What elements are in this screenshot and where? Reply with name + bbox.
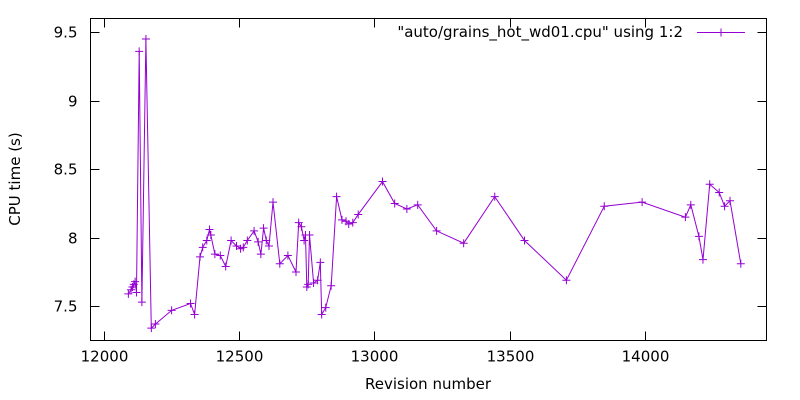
data-point-marker [135,47,144,56]
data-point-marker [239,243,248,252]
data-point-marker [137,298,146,307]
plot-frame [90,18,767,341]
data-point-marker [348,218,357,227]
data-point-marker [694,232,703,241]
data-point-marker [196,252,205,261]
data-point-marker [715,188,724,197]
y-tick-label: 8.5 [54,161,78,179]
series-line [127,39,742,330]
data-point-marker [354,210,363,219]
x-tick-label: 12500 [216,348,264,366]
y-axis-title: CPU time (s) [6,132,24,225]
data-point-marker [232,241,241,250]
data-point-marker [167,306,176,315]
x-axis-title: Revision number [365,375,492,393]
data-point-marker [190,310,199,319]
data-point-marker [294,218,303,227]
data-point-marker [297,222,306,231]
data-point-marker [600,202,609,211]
data-point-marker [316,258,325,267]
data-point-marker [205,225,214,234]
y-tick-label: 7.5 [54,298,78,316]
data-point-marker [327,281,336,290]
data-point-marker [141,35,150,44]
data-point-marker [736,259,745,268]
data-point-marker [264,241,273,250]
data-point-marker [210,250,219,259]
series-layer [124,35,745,333]
data-point-marker [254,237,263,246]
data-point-marker [202,236,211,245]
data-point-marker [378,177,387,186]
data-point-marker [206,230,215,239]
y-tick-label: 8 [68,230,78,248]
data-point-marker [686,200,695,209]
data-point-marker [638,198,647,207]
data-point-marker [283,251,292,260]
data-point-marker [520,236,529,245]
data-point-marker [269,198,278,207]
data-point-marker [292,267,301,276]
data-point-marker [681,213,690,222]
data-point-marker [332,192,341,201]
data-point-marker [459,239,468,248]
data-point-marker [390,199,399,208]
data-point-marker [413,200,422,209]
data-point-marker [262,236,271,245]
x-tick-label: 13000 [351,348,399,366]
axis-ticks: 7.5 8 8.5 9 9.5 12000 12500 13000 13500 14000 [54,18,767,366]
data-point-marker [131,277,140,286]
data-point-marker [132,288,141,297]
x-tick-label: 13500 [487,348,535,366]
data-point-marker [243,236,252,245]
data-point-marker [304,280,313,289]
data-point-marker [186,299,195,308]
data-point-marker [490,192,499,201]
y-tick-label: 9.5 [54,24,78,42]
data-point-marker [313,276,322,285]
y-tick-label: 9 [68,93,78,111]
data-point-marker [227,236,236,245]
data-point-marker [562,276,571,285]
legend-marker [717,28,725,37]
data-point-marker [705,180,714,189]
data-point-marker [321,303,330,312]
data-point-marker [317,310,326,319]
data-point-marker [216,251,225,260]
data-point-marker [275,259,284,268]
data-point-marker [698,255,707,264]
data-point-marker [337,215,346,224]
data-point-marker [151,320,160,329]
data-point-marker [250,226,259,235]
data-point-marker [300,236,309,245]
x-tick-label: 12000 [81,348,129,366]
x-tick-label: 14000 [622,348,670,366]
data-point-marker [432,226,441,235]
data-point-marker [124,289,133,298]
data-point-marker [147,324,156,333]
data-point-marker [305,230,314,239]
legend-label: "auto/grains_hot_wd01.cpu" using 1:2 [397,23,683,42]
legend: "auto/grains_hot_wd01.cpu" using 1:2 [397,23,745,42]
data-point-marker [198,243,207,252]
data-point-marker [344,220,353,229]
data-point-marker [720,202,729,211]
data-point-marker [309,278,318,287]
data-point-marker [402,204,411,213]
data-point-marker [256,250,265,259]
data-point-marker [221,262,230,271]
data-point-marker [259,224,268,233]
data-point-marker [725,196,734,205]
